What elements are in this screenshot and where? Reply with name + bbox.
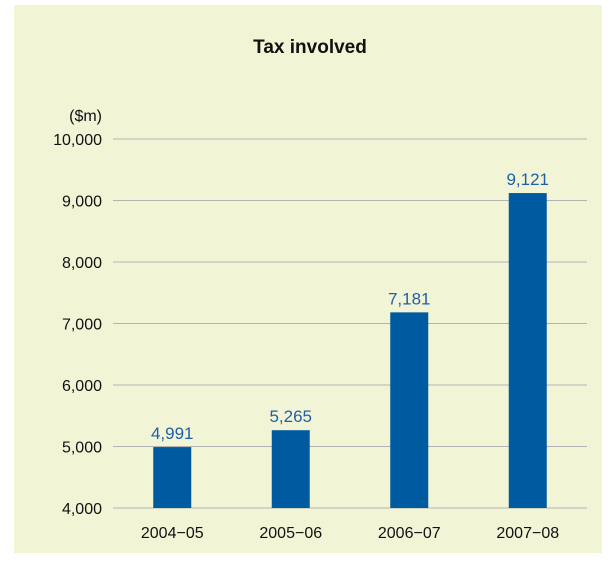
bar-2004−05 [153,447,192,508]
data-label: 5,265 [269,407,312,426]
y-tick-label: 9,000 [62,194,102,211]
x-tick-label: 2005−06 [259,525,322,542]
x-tick-label: 2006−07 [378,525,441,542]
bar-2006−07 [390,312,429,508]
bar-2007−08 [508,193,547,508]
y-axis-ticks: 4,000 5,000 6,000 7,000 8,000 9,000 10,000 [53,132,102,518]
chart-title: Tax involved [253,37,367,58]
bar-2005−06 [271,430,310,508]
bars [153,193,547,508]
y-tick-label: 6,000 [62,378,102,395]
x-tick-label: 2007−08 [496,525,559,542]
y-unit-label: ($m) [69,108,102,125]
x-axis-ticks: 2004−05 2005−06 2006−07 2007−08 [141,525,559,542]
bar-chart: Tax involved ($m) 4,000 5,000 6,000 7,000 8,… [53,37,587,542]
y-tick-label: 10,000 [53,132,102,149]
data-label: 4,991 [151,424,194,443]
y-tick-label: 4,000 [62,501,102,518]
y-tick-label: 7,000 [62,317,102,334]
y-tick-label: 5,000 [62,440,102,457]
data-labels: 4,991 5,265 7,181 9,121 [151,170,549,443]
y-tick-label: 8,000 [62,255,102,272]
data-label: 7,181 [388,289,431,308]
chart-panel: Tax involved ($m) 4,000 5,000 6,000 7,000 8,… [14,5,602,553]
grid-lines [113,138,587,509]
x-tick-label: 2004−05 [141,525,204,542]
data-label: 9,121 [506,170,549,189]
